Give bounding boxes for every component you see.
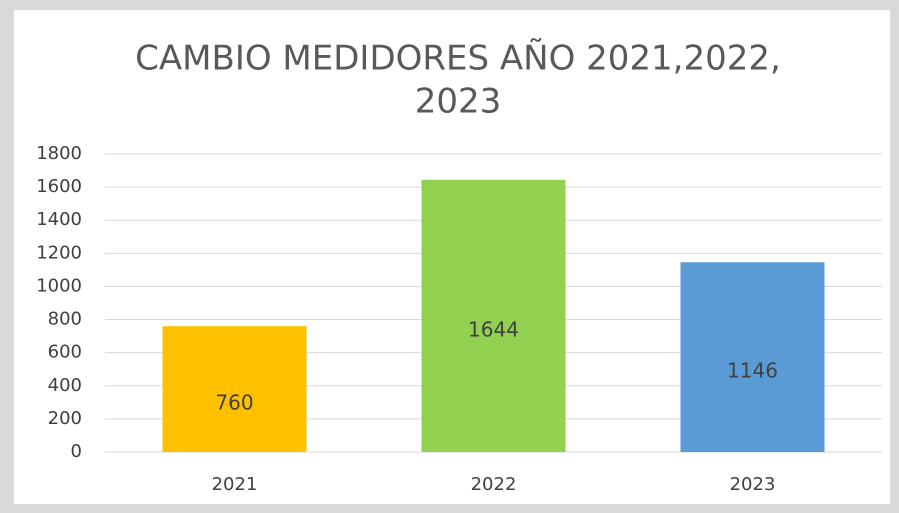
data-label: 760 [215,391,253,415]
chart-title: CAMBIO MEDIDORES AÑO 2021,2022, [135,39,781,79]
chart-title: 2023 [415,82,502,122]
x-tick-label: 2023 [730,474,776,495]
y-tick-label: 600 [48,342,82,363]
bar [421,179,566,452]
y-tick-label: 1000 [36,275,82,296]
bar [680,262,825,452]
y-tick-label: 0 [71,441,82,462]
bar [162,326,307,452]
y-tick-label: 400 [48,375,82,396]
y-tick-label: 1800 [36,143,82,164]
x-tick-label: 2021 [212,474,258,495]
data-label: 1644 [468,317,519,341]
y-tick-label: 1600 [36,176,82,197]
data-label: 1146 [727,359,778,383]
y-tick-label: 1200 [36,242,82,263]
x-tick-label: 2022 [471,474,517,495]
y-tick-label: 200 [48,408,82,429]
y-tick-label: 800 [48,309,82,330]
y-tick-label: 1400 [36,209,82,230]
